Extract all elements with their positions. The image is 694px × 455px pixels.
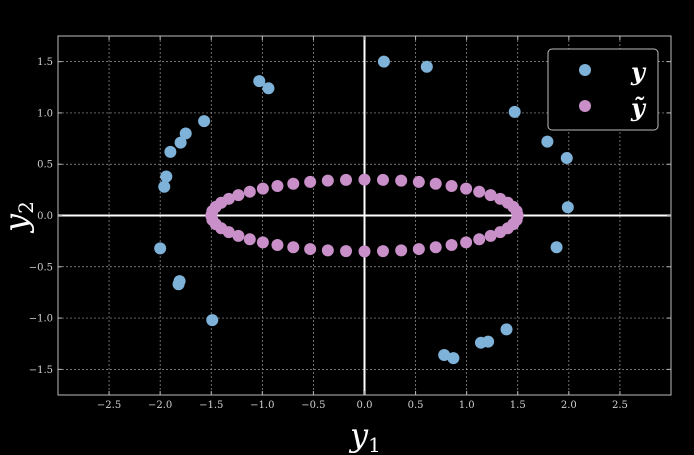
- data-point-y: [158, 180, 171, 193]
- data-point-y-tilde: [304, 243, 317, 256]
- data-point-y-tilde: [429, 177, 442, 190]
- data-point-y-tilde: [271, 179, 284, 192]
- data-point-y: [561, 201, 574, 214]
- data-point-y-tilde: [321, 244, 334, 257]
- y-tick-label: −0.5: [29, 262, 53, 273]
- data-point-y-tilde: [256, 182, 269, 195]
- x-tick-label: −1.5: [199, 400, 223, 411]
- data-point-y: [262, 82, 275, 95]
- data-point-y-tilde: [445, 179, 458, 192]
- y-tick-label: 0.5: [37, 160, 53, 171]
- legend-marker-y: [579, 64, 591, 76]
- legend: y ỹ: [547, 48, 659, 131]
- y-tick-label: 0.0: [37, 211, 53, 222]
- data-point-y-tilde: [412, 243, 425, 256]
- data-point-y-tilde: [484, 189, 497, 202]
- data-points: [154, 55, 574, 365]
- x-tick-label: 2.0: [561, 400, 577, 411]
- data-point-y: [560, 152, 573, 165]
- data-point-y-tilde: [484, 229, 497, 242]
- data-point-y-tilde: [243, 185, 256, 198]
- data-point-y-tilde: [358, 245, 371, 258]
- data-point-y: [420, 60, 433, 73]
- data-point-y: [377, 55, 390, 68]
- legend-label-y-tilde: ỹ: [630, 93, 647, 122]
- zero-axis-lines: [58, 36, 671, 395]
- x-tick-label: 1.0: [459, 400, 475, 411]
- data-point-y-tilde: [287, 241, 300, 254]
- x-axis-label: y1: [348, 416, 381, 455]
- data-point-y-tilde: [376, 173, 389, 186]
- x-tick-label: −2.0: [148, 400, 172, 411]
- data-point-y: [438, 348, 451, 361]
- data-point-y-tilde: [445, 239, 458, 252]
- data-point-y: [164, 145, 177, 158]
- data-point-y: [253, 75, 266, 88]
- data-point-y: [541, 135, 554, 148]
- data-point-y: [447, 352, 460, 365]
- data-point-y-tilde: [376, 245, 389, 258]
- data-point-y: [550, 241, 563, 254]
- data-point-y-tilde: [340, 173, 353, 186]
- legend-label-y: y: [630, 57, 647, 86]
- y-tick-label: 1.0: [37, 108, 53, 119]
- data-point-y-tilde: [395, 174, 408, 187]
- data-point-y-tilde: [494, 192, 507, 205]
- data-point-y: [206, 314, 219, 327]
- data-point-y-tilde: [510, 213, 523, 226]
- data-point-y-tilde: [321, 174, 334, 187]
- data-point-y: [482, 335, 495, 348]
- data-point-y-tilde: [412, 175, 425, 188]
- data-point-y: [160, 170, 173, 183]
- y-tick-label: 1.5: [37, 57, 53, 68]
- data-point-y-tilde: [358, 173, 371, 186]
- plot-frame: [57, 35, 672, 396]
- data-point-y-tilde: [429, 241, 442, 254]
- data-point-y-tilde: [287, 177, 300, 190]
- data-point-y: [172, 278, 185, 291]
- y-tick-label: −1.0: [29, 314, 53, 325]
- data-point-y-tilde: [271, 239, 284, 252]
- x-tick-label: −1.0: [250, 400, 274, 411]
- data-point-y-tilde: [232, 189, 245, 202]
- x-tick-label: 0.0: [357, 400, 373, 411]
- data-point-y: [500, 323, 513, 336]
- x-tick-label: −0.5: [301, 400, 325, 411]
- legend-marker-y-tilde: [579, 100, 591, 112]
- data-point-y: [198, 115, 211, 128]
- y-tick-label: −1.5: [29, 365, 53, 376]
- data-point-y: [179, 127, 192, 140]
- data-point-y-tilde: [473, 233, 486, 246]
- x-tick-labels: −2.5 −2.0 −1.5 −1.0 −0.5 0.0 0.5 1.0 1.5 2.0 2.5: [97, 400, 628, 411]
- data-point-y: [508, 105, 521, 118]
- data-point-y-tilde: [304, 175, 317, 188]
- data-point-y-tilde: [243, 233, 256, 246]
- data-point-y-tilde: [256, 236, 269, 249]
- legend-box: [547, 48, 659, 131]
- data-point-y-tilde: [395, 244, 408, 257]
- data-point-y: [174, 136, 187, 149]
- data-point-y-tilde: [232, 229, 245, 242]
- data-point-y: [154, 242, 167, 255]
- data-point-y-tilde: [222, 226, 235, 239]
- y-tick-labels: −1.5 −1.0 −0.5 0.0 0.5 1.0 1.5: [29, 57, 53, 376]
- y-axis-label: y2: [0, 201, 38, 234]
- x-tick-label: −2.5: [97, 400, 121, 411]
- data-point-y-tilde: [473, 185, 486, 198]
- x-tick-label: 2.5: [612, 400, 628, 411]
- x-tick-label: 0.5: [408, 400, 424, 411]
- data-point-y-tilde: [340, 245, 353, 258]
- data-point-y-tilde: [460, 182, 473, 195]
- x-tick-label: 1.5: [510, 400, 526, 411]
- data-point-y-tilde: [460, 236, 473, 249]
